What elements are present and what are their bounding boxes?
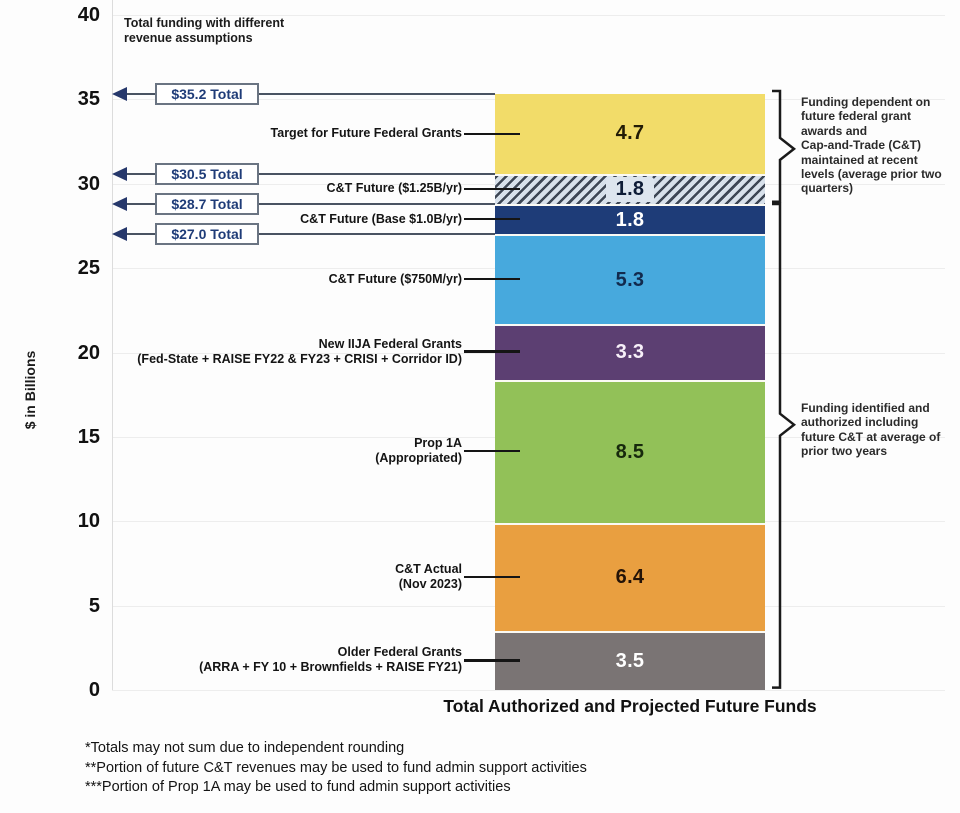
bar-segment-c-t-future-750m-yr-: 5.3 bbox=[495, 234, 765, 324]
total-arrow-icon-2 bbox=[112, 197, 127, 211]
segment-label-6: C&T Future ($1.25B/yr) bbox=[326, 181, 462, 196]
gridline-0 bbox=[112, 690, 945, 691]
segment-sublabel: (Appropriated) bbox=[375, 451, 462, 466]
segment-label-5: C&T Future (Base $1.0B/yr) bbox=[300, 211, 462, 226]
total-arrow-icon-1 bbox=[112, 166, 127, 181]
footnote-1: *Totals may not sum due to independent r… bbox=[85, 740, 405, 756]
segment-value: 5.3 bbox=[615, 268, 645, 291]
segment-sublabel: (Fed-State + RAISE FY22 & FY23 + CRISI +… bbox=[137, 351, 462, 366]
segment-value: 6.4 bbox=[615, 566, 645, 589]
y-tick-label-35: 35 bbox=[77, 88, 100, 111]
segment-label-line-4 bbox=[464, 277, 520, 281]
segment-label-line-7 bbox=[464, 132, 520, 136]
segment-label-line-5 bbox=[464, 217, 520, 221]
segment-label-3: New IIJA Federal Grants (Fed-State + RAIS… bbox=[0, 337, 462, 367]
y-tick-label-30: 30 bbox=[77, 172, 100, 195]
x-axis-title: Total Authorized and Projected Future Fu… bbox=[443, 696, 817, 716]
total-box-3: $27.0 Total bbox=[155, 223, 259, 246]
y-tick-label-40: 40 bbox=[77, 4, 100, 26]
y-axis-line bbox=[112, 0, 113, 690]
total-arrow-icon-0 bbox=[112, 87, 127, 102]
segment-value: 3.3 bbox=[615, 341, 645, 364]
segment-label-2: Prop 1A (Appropriated) bbox=[0, 436, 462, 466]
annotation-dependent: Funding dependent on future federal gran… bbox=[801, 95, 942, 196]
footnotes: *Totals may not sum due to independent r… bbox=[85, 739, 587, 798]
total-box-2: $28.7 Total bbox=[155, 193, 259, 215]
total-arrow-icon-3 bbox=[112, 227, 127, 242]
total-line-3 bbox=[118, 233, 495, 236]
total-box-1: $30.5 Total bbox=[155, 162, 259, 185]
bar-segment-c-t-actual: 6.4 bbox=[495, 522, 765, 631]
segment-value: 8.5 bbox=[615, 440, 645, 463]
bar-segment-older-federal-grants: 3.5 bbox=[495, 630, 765, 690]
bar-segment-c-t-future-1-25b-yr-: 1.8 bbox=[495, 173, 765, 204]
annotation-identified: Funding identified and authorized includ… bbox=[801, 401, 941, 459]
chart-note: Total funding with different revenue ass… bbox=[124, 16, 285, 45]
y-tick-label-25: 25 bbox=[77, 257, 100, 280]
segment-sublabel: (ARRA + FY 10 + Brownfields + RAISE FY21… bbox=[199, 660, 462, 675]
segment-sublabel: (Nov 2023) bbox=[398, 576, 462, 591]
segment-label-0: Older Federal Grants (ARRA + FY 10 + Brow… bbox=[0, 645, 462, 675]
brace-identified-icon bbox=[772, 203, 797, 690]
bar-segment-target-for-future-federal-grants: 4.7 bbox=[495, 94, 765, 174]
bar-segment-c-t-future-base-1-0b-yr-: 1.8 bbox=[495, 204, 765, 235]
gridline-40 bbox=[112, 15, 945, 16]
brace-dependent-icon bbox=[772, 90, 797, 204]
bar-segment-new-iija-federal-grants: 3.3 bbox=[495, 323, 765, 380]
footnote-2: **Portion of future C&T revenues may be … bbox=[85, 759, 587, 776]
total-line-2 bbox=[118, 203, 495, 205]
segment-label-line-0 bbox=[464, 659, 520, 662]
y-tick-label-15: 15 bbox=[77, 425, 100, 448]
y-tick-label-10: 10 bbox=[77, 510, 100, 533]
segment-label-1: C&T Actual (Nov 2023) bbox=[0, 562, 462, 592]
segment-value: 1.8 bbox=[615, 208, 645, 231]
segment-label-line-2 bbox=[464, 449, 520, 453]
segment-value: 3.5 bbox=[615, 649, 645, 672]
segment-value: 4.7 bbox=[615, 122, 645, 145]
footnote-3: ***Portion of Prop 1A may be used to fun… bbox=[85, 779, 511, 795]
y-tick-label-20: 20 bbox=[77, 341, 100, 364]
segment-label-line-1 bbox=[464, 575, 520, 579]
y-tick-label-5: 5 bbox=[88, 594, 100, 617]
segment-value: 1.8 bbox=[605, 177, 655, 203]
bar-segment-prop-1a: 8.5 bbox=[495, 379, 765, 523]
total-line-0 bbox=[118, 93, 495, 96]
segment-label-7: Target for Future Federal Grants bbox=[270, 126, 462, 141]
segment-label-line-3 bbox=[464, 350, 520, 353]
segment-label-4: C&T Future ($750M/yr) bbox=[328, 271, 462, 286]
y-tick-label-0: 0 bbox=[88, 679, 100, 701]
segment-label-line-6 bbox=[464, 187, 520, 191]
total-box-0: $35.2 Total bbox=[155, 83, 259, 106]
total-line-1 bbox=[118, 172, 495, 175]
